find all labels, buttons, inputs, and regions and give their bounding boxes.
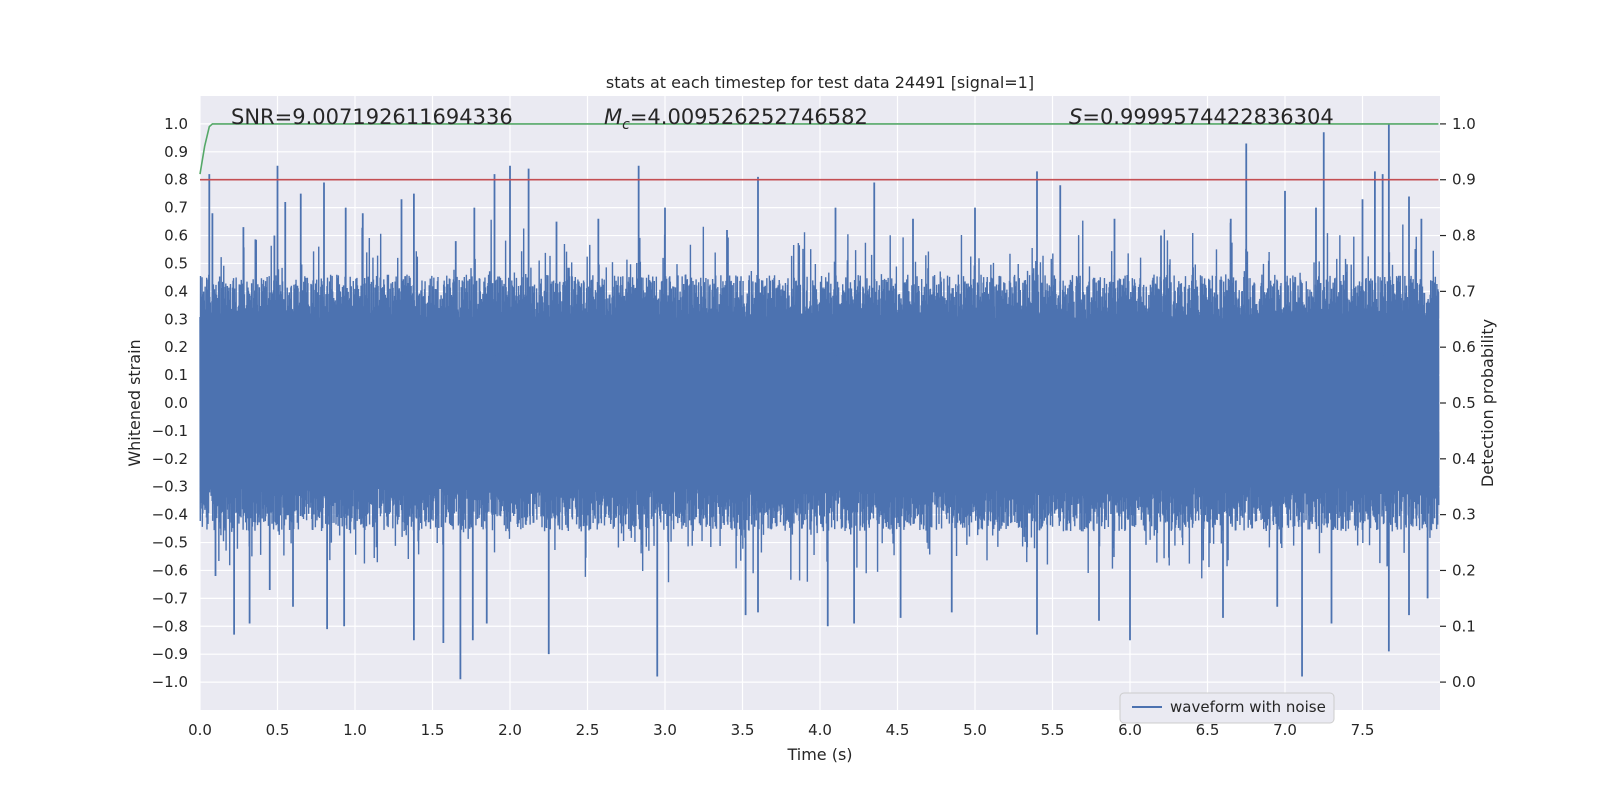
x-tick-labels: 0.0 0.5 1.0 1.5 2.0 2.5 3.0 3.5 4.0 4.5 5.0 5.5 6.0 6… [188, 721, 1374, 739]
y-tick-label: 0.6 [164, 227, 188, 245]
x-tick-label: 0.0 [188, 721, 212, 739]
x-tick-label: 5.5 [1041, 721, 1065, 739]
y-tick-label: −0.3 [152, 478, 188, 496]
detection-probability-line [199, 123, 1439, 175]
score-annotation: S=0.9999574422836304 [1069, 105, 1334, 129]
y-tick-label: −0.5 [152, 534, 188, 552]
x-tick-label: 7.5 [1351, 721, 1375, 739]
legend-box [1119, 692, 1335, 724]
y-tick-label: −0.6 [152, 561, 188, 579]
y-tick-label: 1.0 [164, 115, 188, 133]
y-tick-label: −0.8 [152, 617, 188, 635]
score-symbol: S [1069, 105, 1082, 129]
x-tick-label: 2.5 [576, 721, 600, 739]
x-tick-label: 4.0 [808, 721, 832, 739]
y-tick-label: −0.1 [152, 422, 188, 440]
y2-tick-label: 0.6 [1452, 338, 1476, 356]
y2-tick-label: 0.9 [1452, 171, 1476, 189]
chirp-mass-symbol: M [604, 105, 622, 129]
waveform-series [199, 123, 1440, 680]
x-tick-label: 6.5 [1196, 721, 1220, 739]
chirp-mass-value: =4.009526252746582 [630, 105, 868, 129]
y-tick-labels: 1.0 0.9 0.8 0.7 0.6 0.5 0.4 0.3 0.2 0.1 0.0 −0.1 −0.… [152, 115, 188, 691]
x-tick-label: 3.0 [653, 721, 677, 739]
y-tick-label: 0.1 [164, 366, 188, 384]
y2-tick-label: 0.4 [1452, 450, 1476, 468]
y2-tick-label: 0.2 [1452, 561, 1476, 579]
chirp-mass-subscript: c [622, 117, 630, 133]
x-tick-label: 4.5 [886, 721, 910, 739]
y2-tick-label: 0.3 [1452, 506, 1476, 524]
y2-tick-label: 1.0 [1452, 115, 1476, 133]
y-tick-label: −1.0 [152, 673, 188, 691]
y-tick-label: 0.4 [164, 282, 188, 300]
chart-title: stats at each timestep for test data 244… [606, 73, 1034, 92]
y2-tick-label: 0.5 [1452, 394, 1476, 412]
x-tick-label: 7.0 [1273, 721, 1297, 739]
y-axis-label: Whitened strain [125, 339, 144, 466]
chirp-mass-annotation: Mc=4.009526252746582 [604, 105, 868, 133]
y-tick-label: 0.8 [164, 171, 188, 189]
x-tick-label: 5.0 [963, 721, 987, 739]
y2-axis-label: Detection probability [1478, 319, 1497, 487]
x-tick-label: 1.5 [421, 721, 445, 739]
legend: waveform with noise [1119, 692, 1335, 724]
y-tick-label: −0.9 [152, 645, 188, 663]
legend-entry: waveform with noise [1170, 698, 1326, 716]
y2-tick-label: 0.1 [1452, 617, 1476, 635]
x-tick-label: 0.5 [266, 721, 290, 739]
y-tick-label: 0.0 [164, 394, 188, 412]
y-tick-label: −0.4 [152, 506, 188, 524]
x-axis-label: Time (s) [786, 745, 852, 764]
y-tick-label: 0.3 [164, 310, 188, 328]
y-tick-label: 0.7 [164, 199, 188, 217]
y-tick-label: −0.2 [152, 450, 188, 468]
x-tick-label: 3.5 [731, 721, 755, 739]
y2-tick-label: 0.7 [1452, 282, 1476, 300]
y-tick-label: 0.5 [164, 254, 188, 272]
overlay-lines [199, 123, 1439, 181]
x-tick-label: 2.0 [498, 721, 522, 739]
score-value: =0.9999574422836304 [1082, 105, 1333, 129]
y-tick-label: 0.9 [164, 143, 188, 161]
y-tick-label: 0.2 [164, 338, 188, 356]
snr-annotation: SNR=9.007192611694336 [231, 105, 513, 129]
y2-tick-labels: 1.0 0.9 0.8 0.7 0.6 0.5 0.4 0.3 0.2 0.1 0.0 [1440, 115, 1476, 691]
waveform-core [200, 355, 1439, 451]
y-tick-label: −0.7 [152, 589, 188, 607]
x-tick-label: 1.0 [343, 721, 367, 739]
y2-tick-label: 0.8 [1452, 227, 1476, 245]
y2-tick-label: 0.0 [1452, 673, 1476, 691]
x-tick-label: 6.0 [1118, 721, 1142, 739]
